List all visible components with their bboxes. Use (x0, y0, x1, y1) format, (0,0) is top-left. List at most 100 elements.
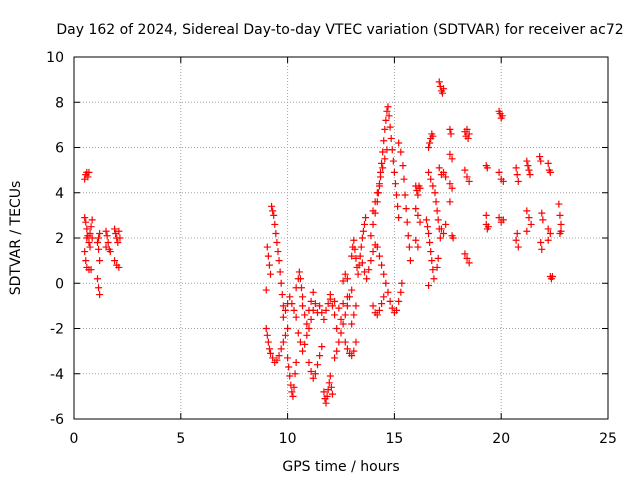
data-point (538, 245, 546, 253)
data-point (386, 123, 394, 131)
data-point (326, 372, 334, 380)
data-point (348, 252, 356, 260)
data-point (365, 266, 373, 274)
data-point (86, 229, 94, 237)
data-point (525, 214, 533, 222)
data-point (544, 236, 552, 244)
x-axis-label: GPS time / hours (282, 459, 399, 475)
data-point (388, 304, 396, 312)
data-point (429, 266, 437, 274)
data-point (383, 107, 391, 115)
data-point (461, 250, 469, 258)
data-point (337, 329, 345, 337)
data-point (296, 338, 304, 346)
data-point (465, 259, 473, 267)
data-point (524, 162, 532, 170)
data-point (546, 168, 554, 176)
data-point (307, 315, 315, 323)
data-point (465, 177, 473, 185)
data-point (465, 130, 473, 138)
data-point (305, 325, 313, 332)
data-point (373, 189, 381, 197)
data-point (433, 207, 441, 215)
data-point (400, 175, 408, 183)
data-point (84, 173, 92, 181)
data-point (513, 171, 521, 179)
data-point (432, 198, 440, 206)
data-point (263, 331, 271, 339)
data-point (284, 354, 292, 362)
y-tick-label: 2 (55, 231, 64, 247)
data-point (93, 239, 101, 247)
data-point (291, 370, 299, 378)
data-point (116, 234, 124, 242)
data-point (425, 282, 433, 290)
data-point (267, 349, 275, 357)
data-point (461, 166, 469, 174)
data-point (270, 211, 278, 219)
data-point (294, 329, 302, 337)
data-point (95, 234, 103, 242)
data-point (393, 306, 401, 314)
data-point (499, 177, 507, 185)
data-point (96, 229, 104, 237)
data-point (299, 293, 307, 301)
data-point (352, 338, 360, 346)
data-point (281, 331, 289, 339)
data-point (87, 266, 95, 274)
data-point (369, 207, 377, 215)
data-point (440, 168, 448, 176)
y-tick-label: 0 (55, 276, 64, 292)
data-point (271, 220, 279, 228)
data-point (430, 275, 438, 283)
data-point (337, 315, 345, 323)
data-point (539, 216, 547, 224)
y-tick-label: 10 (46, 50, 64, 66)
data-point (414, 211, 422, 219)
data-point (343, 302, 351, 310)
data-point (483, 164, 491, 172)
data-point (412, 205, 420, 213)
data-point (435, 164, 443, 172)
data-point (416, 184, 424, 192)
data-point (314, 361, 322, 369)
data-point (440, 85, 448, 93)
data-point (429, 182, 437, 190)
data-point (404, 232, 412, 240)
data-point (277, 279, 285, 287)
data-point (537, 239, 545, 247)
data-point (102, 243, 110, 251)
data-point (335, 304, 343, 312)
data-point (557, 220, 565, 228)
data-point (318, 309, 326, 317)
data-point (339, 277, 347, 285)
data-point (262, 325, 270, 332)
data-point (447, 130, 455, 138)
data-point (268, 202, 276, 210)
data-point (269, 354, 277, 362)
data-point (544, 159, 552, 167)
data-point (301, 340, 309, 348)
data-point (267, 270, 275, 278)
data-point (328, 390, 336, 398)
data-point (523, 227, 531, 235)
data-point (311, 300, 319, 308)
data-point (463, 173, 471, 181)
data-point (305, 358, 313, 366)
data-point (318, 343, 326, 351)
data-point (324, 300, 332, 308)
data-point (527, 220, 535, 228)
data-point (375, 252, 383, 260)
data-point (85, 239, 93, 247)
data-point (367, 257, 375, 265)
data-point (377, 173, 385, 181)
data-point (284, 325, 292, 332)
data-point (309, 374, 317, 382)
data-point (288, 388, 296, 396)
data-point (272, 229, 280, 237)
data-point (96, 291, 104, 299)
data-point (320, 388, 328, 396)
data-point (425, 229, 433, 237)
data-point (449, 234, 457, 242)
